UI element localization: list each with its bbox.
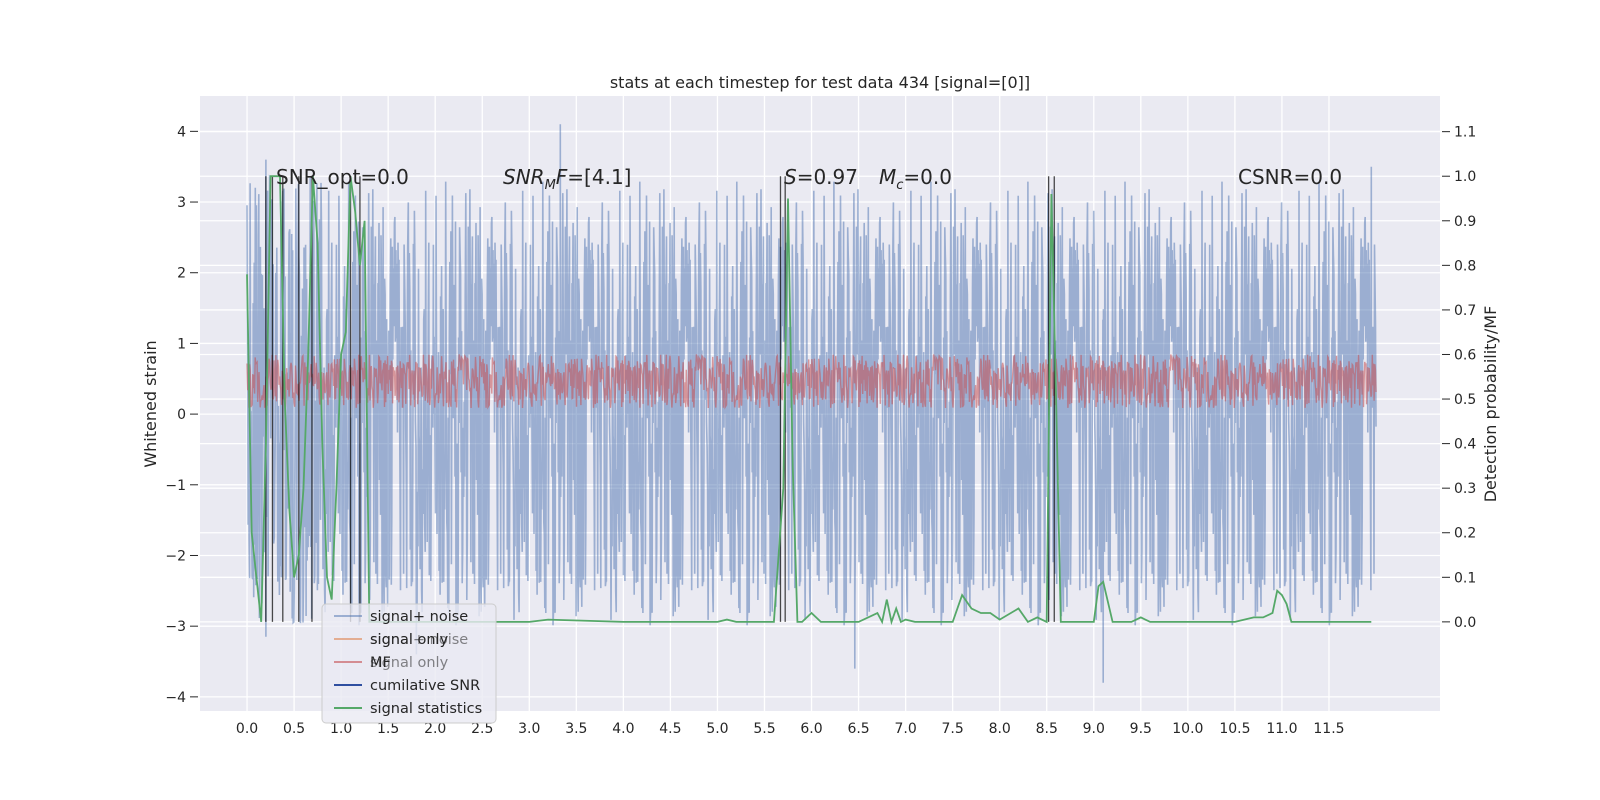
y-right-tick-label: 0.2 xyxy=(1454,526,1476,542)
x-tick-label: 3.5 xyxy=(565,721,587,737)
x-tick-label: 2.5 xyxy=(471,721,493,737)
legend-label-mf: MF xyxy=(370,655,391,671)
legend-label-signal-statistics: signal statistics xyxy=(370,701,482,717)
x-tick-label: 3.0 xyxy=(518,721,540,737)
annotation-csnr: CSNR=0.0 xyxy=(1238,165,1342,189)
snr-mf-symbol: SNR xyxy=(503,165,545,189)
series-signal-statistics xyxy=(246,175,1372,626)
x-tick-label: 9.5 xyxy=(1130,721,1152,737)
mc-subscript: c xyxy=(896,178,903,193)
x-tick-label: 11.5 xyxy=(1313,721,1344,737)
x-tick-label: 5.0 xyxy=(706,721,728,737)
x-tick-label: 1.0 xyxy=(330,721,352,737)
x-tick-label: 2.0 xyxy=(424,721,446,737)
annotation-mc: Mc=0.0 xyxy=(879,165,952,193)
y-tick-label: 0 xyxy=(177,407,186,423)
series-signal-noise xyxy=(246,124,1377,683)
x-tick-label: 5.5 xyxy=(753,721,775,737)
y-right-tick-label: 0.3 xyxy=(1454,481,1476,497)
x-tick-label: 7.0 xyxy=(894,721,916,737)
series-mf xyxy=(246,353,1377,410)
snr-mf-subscript: M xyxy=(545,178,556,193)
x-tick-label: 1.5 xyxy=(377,721,399,737)
y-right-tick-label: 0.1 xyxy=(1454,570,1476,586)
y-right-tick-label: 1.0 xyxy=(1454,169,1476,185)
legend-ghost-label-1: signal only xyxy=(370,655,449,671)
y-tick-label: −3 xyxy=(165,619,186,635)
legend-ghost-label-0: signal+ noise xyxy=(370,632,468,648)
y-axis-label: Whitened strain xyxy=(141,340,160,467)
legend-label-cumulative-snr: cumilative SNR xyxy=(370,678,480,694)
x-tick-label: 9.0 xyxy=(1083,721,1105,737)
legend: signal+ noise signal only signal+ noise … xyxy=(321,603,497,724)
x-axis-ticks: 0.0 0.5 1.0 1.5 2.0 2.5 3.0 3.5 4.0 4.5 5.0 5.5 6.0 6… xyxy=(236,721,1345,737)
y-right-axis-ticks: 0.0 0.1 0.2 0.3 0.4 0.5 0.6 0.7 0.8 0.9 1.0 1.1 xyxy=(1442,125,1476,631)
snr-mf-symbol-2: F xyxy=(556,165,568,189)
annotation-s: S=0.97 xyxy=(784,165,858,189)
y-right-tick-label: 1.1 xyxy=(1454,125,1476,141)
snr-mf-value: =[4.1] xyxy=(567,165,631,189)
annotation-snr-mf: SNRMF=[4.1] xyxy=(503,165,631,193)
legend-label-signal-only: signal only xyxy=(370,632,449,648)
y-right-tick-label: 0.7 xyxy=(1454,303,1476,319)
s-value: =0.97 xyxy=(797,165,858,189)
x-tick-label: 4.5 xyxy=(659,721,681,737)
s-symbol: S xyxy=(784,165,797,189)
mc-value: =0.0 xyxy=(903,165,952,189)
x-tick-label: 8.5 xyxy=(1036,721,1058,737)
y-axis-ticks: −4 −3 −2 −1 0 1 2 3 4 xyxy=(165,124,198,706)
y-right-tick-label: 0.9 xyxy=(1454,214,1476,230)
annotation-snr-opt: SNR_opt=0.0 xyxy=(276,165,409,189)
mc-symbol: M xyxy=(879,165,896,189)
x-tick-label: 8.0 xyxy=(989,721,1011,737)
x-tick-label: 4.0 xyxy=(612,721,634,737)
y-tick-label: 2 xyxy=(177,266,186,282)
x-tick-label: 6.0 xyxy=(800,721,822,737)
x-tick-label: 10.0 xyxy=(1172,721,1203,737)
y-right-tick-label: 0.0 xyxy=(1454,615,1476,631)
y-right-tick-label: 0.4 xyxy=(1454,437,1476,453)
y-tick-label: 3 xyxy=(177,195,186,211)
y-tick-label: −1 xyxy=(165,478,186,494)
y-tick-label: 1 xyxy=(177,336,186,352)
y-right-tick-label: 0.5 xyxy=(1454,392,1476,408)
x-tick-label: 7.5 xyxy=(942,721,964,737)
y-tick-label: 4 xyxy=(177,124,186,140)
y-right-axis-label: Detection probability/MF xyxy=(1481,306,1500,503)
y-right-tick-label: 0.6 xyxy=(1454,347,1476,363)
x-tick-label: 0.5 xyxy=(283,721,305,737)
x-tick-label: 0.0 xyxy=(236,721,258,737)
y-tick-label: −4 xyxy=(165,690,186,706)
chart-title: stats at each timestep for test data 434… xyxy=(610,73,1030,92)
y-right-tick-label: 0.8 xyxy=(1454,258,1476,274)
x-tick-label: 11.0 xyxy=(1266,721,1297,737)
legend-box xyxy=(321,603,497,724)
legend-label-signal-noise: signal+ noise xyxy=(370,609,468,625)
x-tick-label: 10.5 xyxy=(1219,721,1250,737)
y-tick-label: −2 xyxy=(165,548,186,564)
x-tick-label: 6.5 xyxy=(847,721,869,737)
